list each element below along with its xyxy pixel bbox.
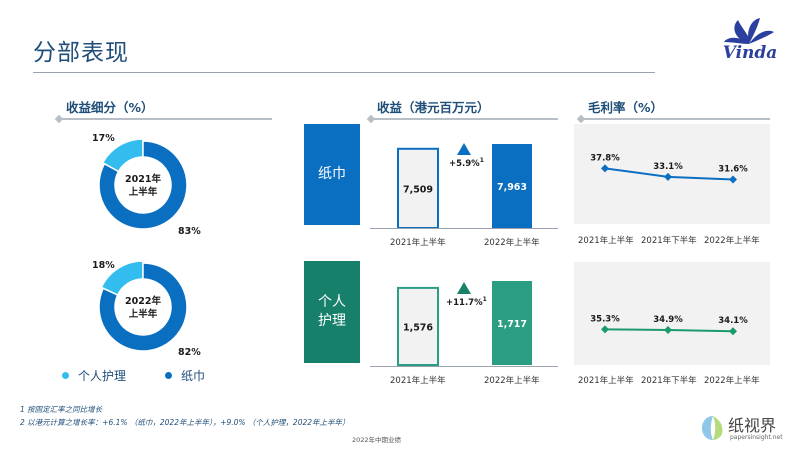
- bar-2021h1: [397, 286, 439, 366]
- x-axis-line: [370, 366, 558, 367]
- vinda-logo: Vinda: [716, 14, 782, 64]
- donut-label-personal-care: 17%: [92, 133, 115, 144]
- donut-slice-tissue: [98, 140, 188, 230]
- title-divider: [33, 72, 655, 73]
- row-label-tissue: 纸巾: [304, 124, 360, 225]
- footnote-1: 1 按固定汇率之同比增长: [20, 405, 103, 414]
- section-title-revenue-share: 收益细分（%）: [66, 100, 154, 115]
- line-chart-personal-care-margin: 35.3% 34.9% 34.1%: [590, 314, 748, 336]
- donut-slice-personal-care: [101, 138, 144, 173]
- donut-center-label: 2022年 上半年: [96, 295, 190, 321]
- donut-label-tissue: 83%: [178, 226, 201, 237]
- margin-point: [729, 175, 737, 184]
- margin-value-label: 31.6%: [718, 165, 748, 175]
- margin-value-label: 34.1%: [718, 316, 748, 326]
- margin-point: [729, 327, 737, 336]
- row-label-line1: 个人: [318, 294, 346, 310]
- watermark-url: papersinsight.net: [730, 434, 783, 441]
- page-title: 分部表现: [33, 40, 129, 66]
- line-chart-tissue-margin: 37.8% 33.1% 31.6%: [590, 153, 748, 184]
- x-tick-label: 2022年上半年: [704, 376, 760, 386]
- x-tick-label: 2022年上半年: [484, 238, 540, 248]
- logo-swirl-icon: [724, 18, 774, 44]
- footnote-2: 2 以港元计算之增长率：+6.1% （纸巾，2022年上半年），+9.0% （个…: [20, 418, 350, 427]
- row-label-line2: 护理: [318, 313, 346, 329]
- row-label-tissue-text: 纸巾: [318, 166, 346, 182]
- growth-note: 1: [482, 296, 487, 303]
- page-footer: 2022年中期业绩: [352, 436, 402, 444]
- section-title-gross-margin: 毛利率（%）: [588, 100, 664, 115]
- row-label-personal-care: 个人 护理: [304, 261, 360, 363]
- growth-up-arrow-icon: [457, 140, 471, 159]
- margin-point: [601, 325, 609, 334]
- watermark-logo-icon: [702, 416, 723, 440]
- x-tick-label: 2021年上半年: [578, 236, 634, 246]
- bar-value-label: 7,509: [403, 184, 433, 195]
- gross-margin-panel-bg: [574, 124, 770, 224]
- donut-hole: [116, 158, 170, 212]
- section-divider: [58, 118, 272, 120]
- margin-value-label: 35.3%: [590, 314, 620, 324]
- margin-point: [664, 172, 672, 181]
- logo-text: Vinda: [722, 43, 778, 63]
- margin-point: [664, 325, 672, 334]
- donut-center-label: 2021年 上半年: [96, 173, 190, 199]
- donut-chart-2022h1: 2022年 上半年: [96, 260, 190, 354]
- margin-value-label: 37.8%: [590, 153, 620, 163]
- x-tick-label: 2021年下半年: [641, 376, 697, 386]
- donut-slice-personal-care: [100, 260, 144, 297]
- bar-2021h1: [397, 147, 439, 230]
- donut-slice-tissue: [98, 262, 188, 352]
- legend-swatch-tissue: [165, 372, 172, 379]
- donut-center-line2: 上半年: [128, 187, 158, 198]
- growth-note: 1: [479, 157, 484, 164]
- x-tick-label: 2021年上半年: [390, 376, 446, 386]
- bar-chart-tissue-revenue: 7,509 7,963: [397, 144, 532, 230]
- x-tick-label: 2021年上半年: [578, 376, 634, 386]
- donut-center-line1: 2022年: [125, 296, 161, 307]
- x-tick-label: 2022年上半年: [704, 236, 760, 246]
- growth-label: +5.9%1: [449, 157, 484, 169]
- legend-label-personal-care: 个人护理: [78, 369, 127, 383]
- bar-value-label: 1,576: [403, 322, 433, 333]
- growth-value: +11.7%: [446, 297, 483, 308]
- row-label-personal-care-text: 个人 护理: [318, 293, 346, 331]
- growth-label: +11.7%1: [446, 296, 487, 308]
- gross-margin-panel-bg: [574, 262, 770, 365]
- growth-value: +5.9%: [449, 158, 480, 169]
- donut-chart-2021h1: 2021年 上半年: [96, 138, 190, 232]
- bar-2022h1: [492, 281, 532, 365]
- bar-value-label: 7,963: [497, 182, 527, 193]
- bar-chart-personal-care-revenue: 1,576 1,717: [397, 281, 532, 366]
- growth-up-arrow-icon: [457, 279, 471, 298]
- donut-svg: [98, 138, 188, 230]
- section-title-revenue: 收益（港元百万元）: [377, 100, 490, 115]
- margin-value-label: 34.9%: [653, 315, 683, 325]
- donut-label-tissue: 82%: [178, 347, 201, 358]
- donut-svg: [98, 260, 188, 352]
- donut-label-personal-care: 18%: [92, 260, 115, 271]
- x-tick-label: 2022年上半年: [484, 376, 540, 386]
- watermark: 纸视界 papersinsight.net: [700, 412, 795, 446]
- x-axis-line: [370, 228, 558, 229]
- donut-center-line1: 2021年: [125, 174, 161, 185]
- watermark-text: 纸视界: [728, 416, 777, 435]
- bar-2022h1: [492, 144, 532, 228]
- section-divider: [370, 118, 558, 120]
- bar-value-label: 1,717: [497, 319, 527, 330]
- section-divider: [580, 118, 770, 120]
- donut-center-line2: 上半年: [128, 309, 158, 320]
- legend-label-tissue: 纸巾: [181, 369, 206, 383]
- x-tick-label: 2021年下半年: [641, 236, 697, 246]
- donut-hole: [116, 280, 170, 334]
- x-tick-label: 2021年上半年: [390, 238, 446, 248]
- margin-point: [601, 164, 609, 173]
- margin-value-label: 33.1%: [653, 162, 683, 172]
- legend-swatch-personal-care: [62, 372, 69, 379]
